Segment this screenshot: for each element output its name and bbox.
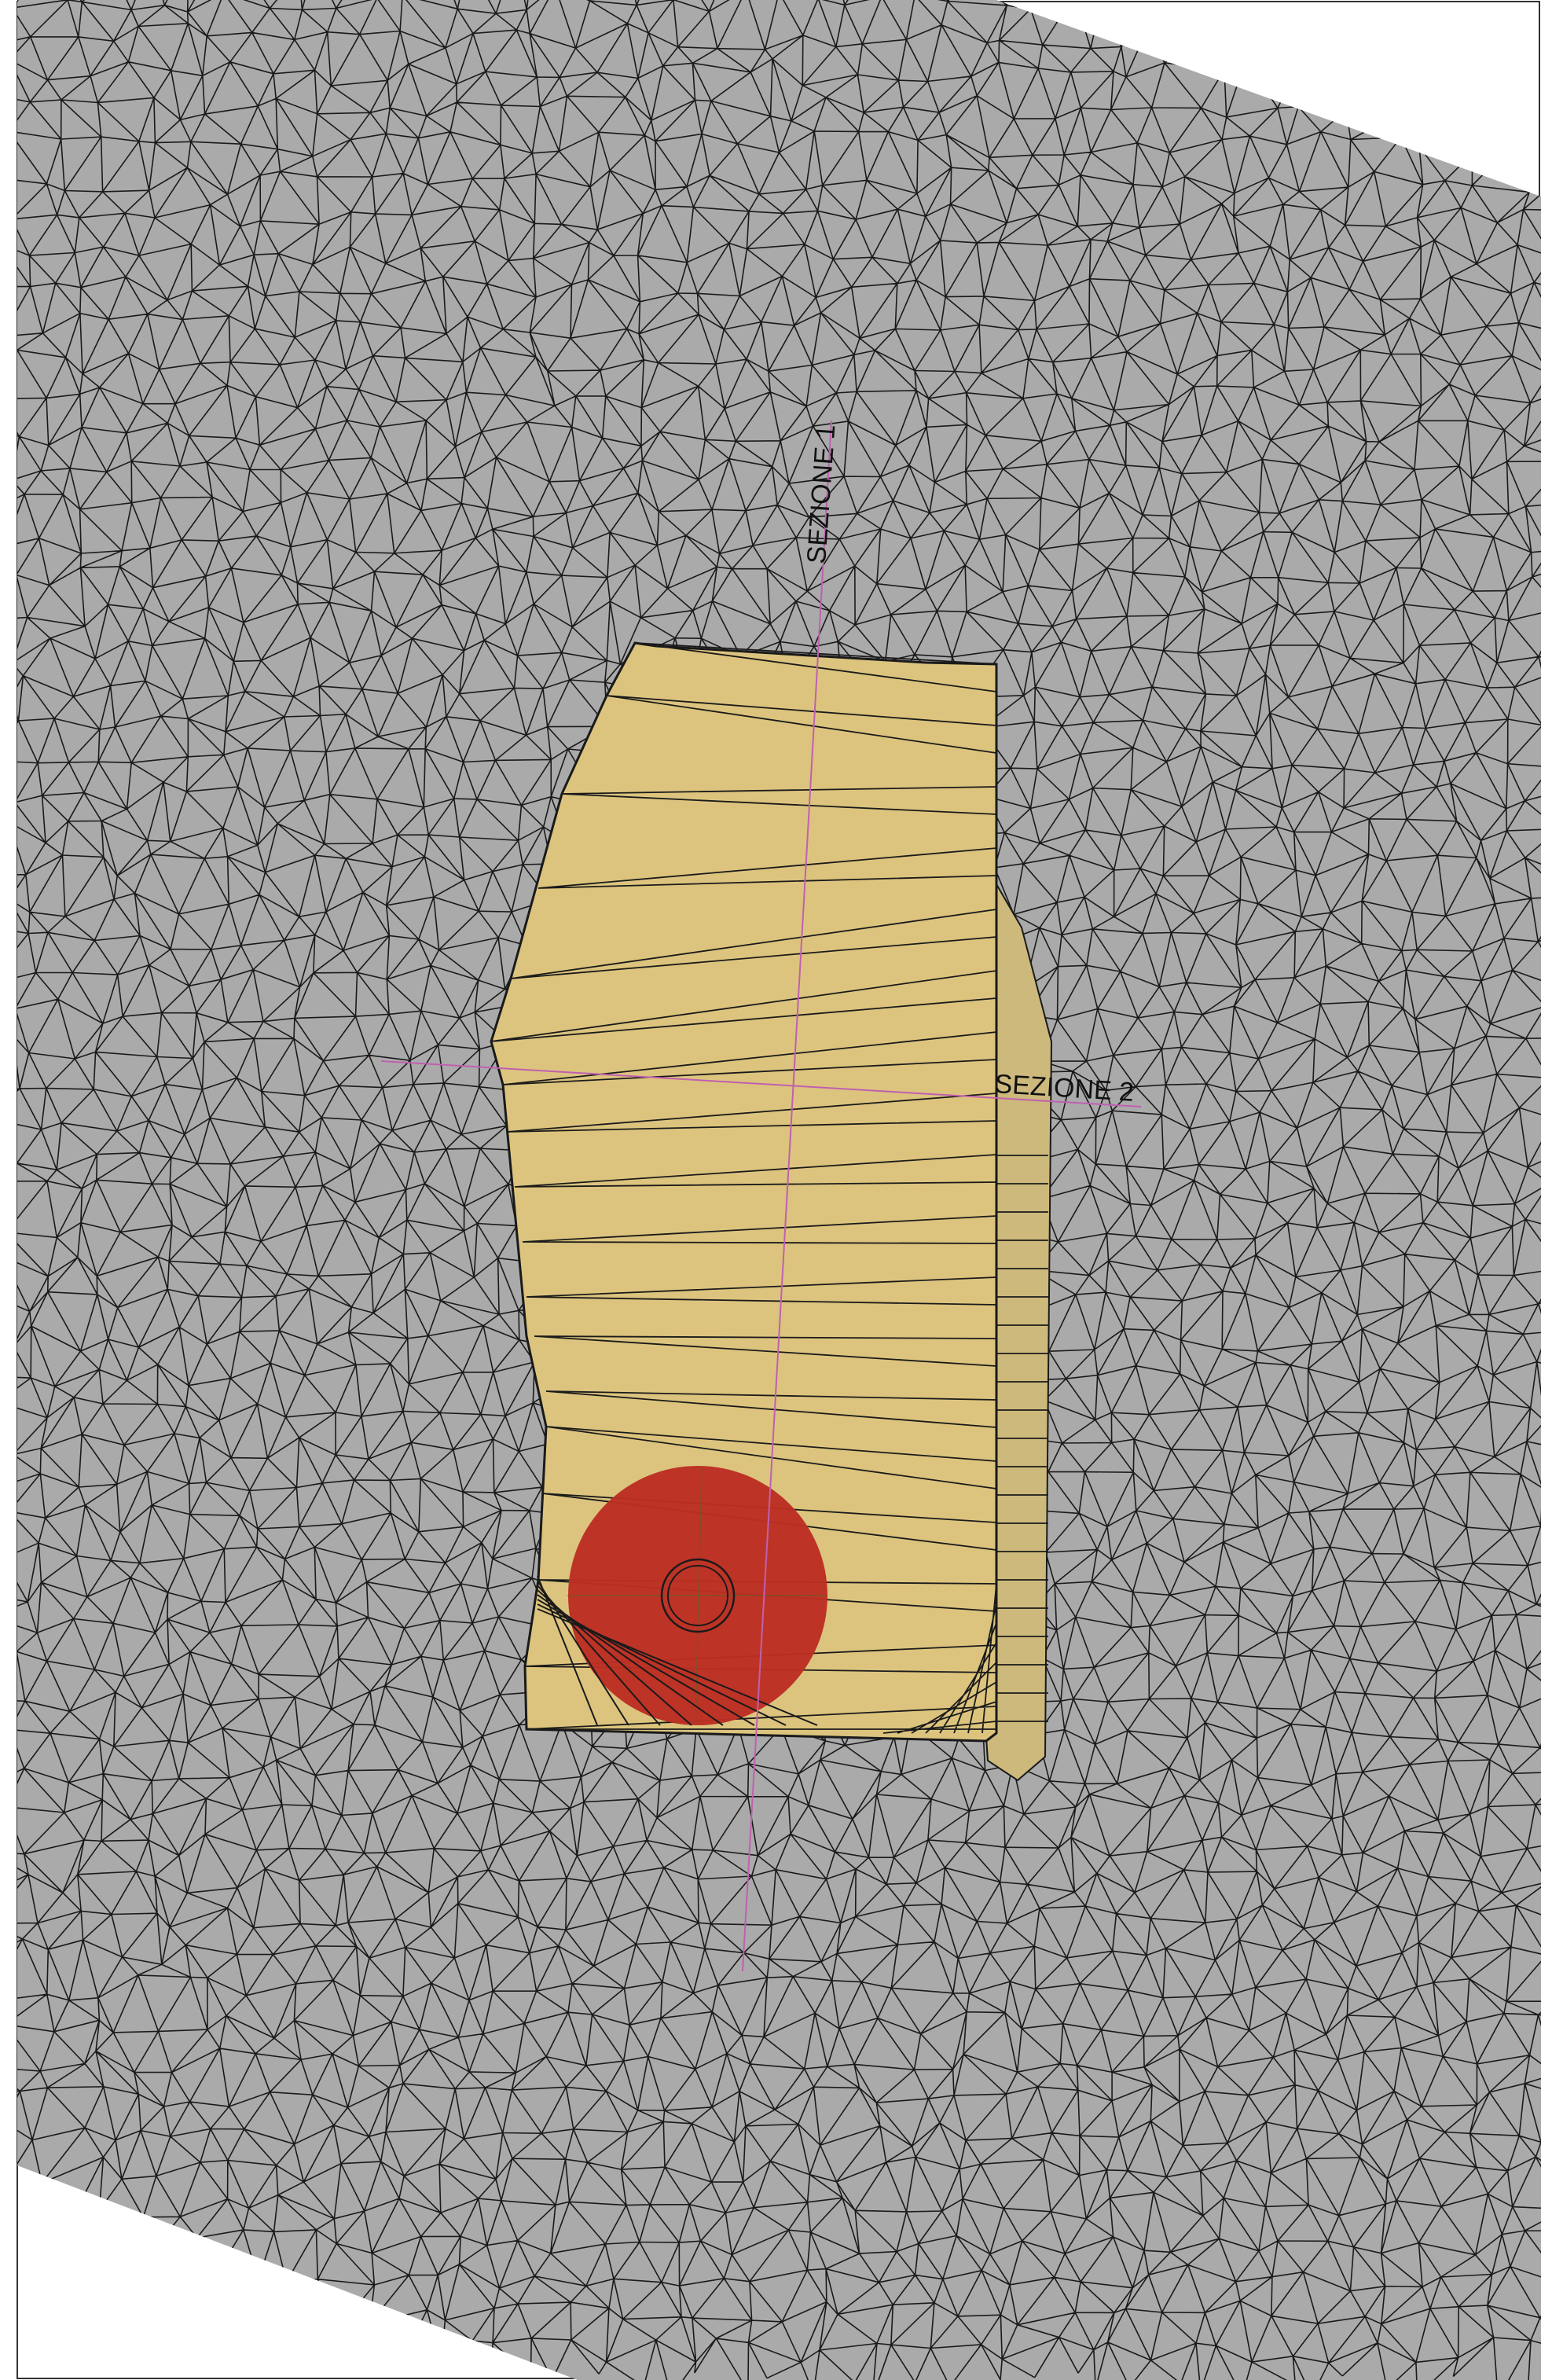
marker-target [537, 1465, 827, 1726]
marker-overlay-lines [537, 1575, 818, 1726]
marker-ring-outer [660, 1558, 736, 1633]
marker-ring-inner [667, 1565, 728, 1626]
marker-fan-edges [537, 1575, 818, 1726]
section-2-line [380, 1060, 1142, 1107]
section-1-line [742, 420, 832, 1972]
